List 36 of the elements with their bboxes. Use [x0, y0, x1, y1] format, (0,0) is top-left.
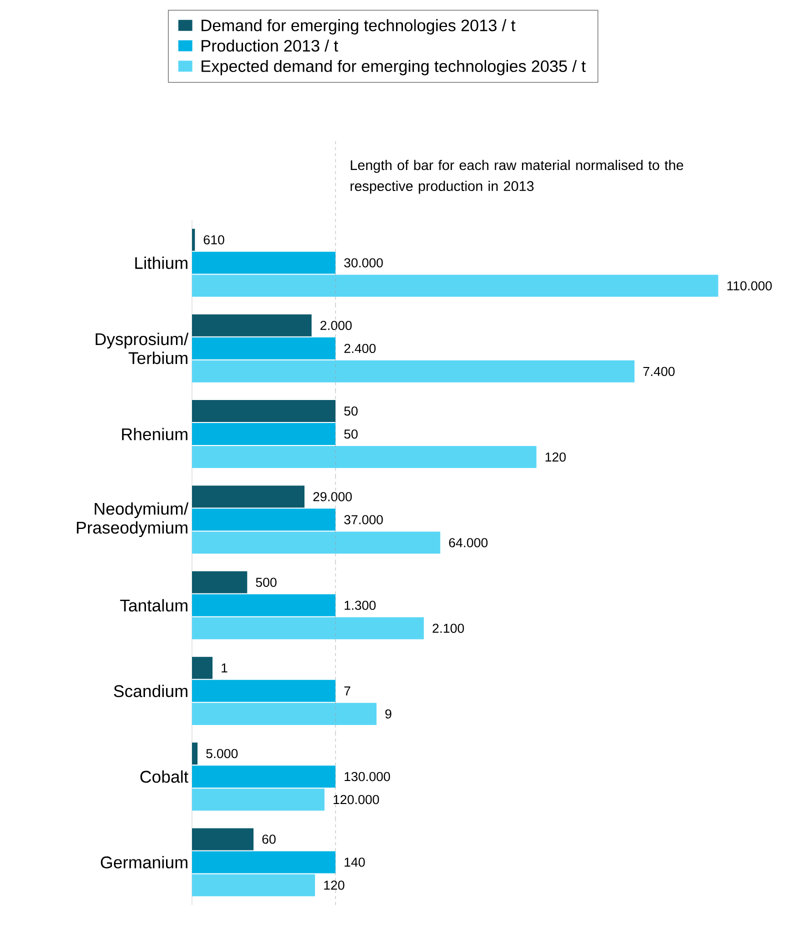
data-label: 1.300 — [344, 600, 376, 610]
data-label: 140 — [344, 858, 365, 867]
data-label: 50 — [344, 429, 358, 439]
data-label: 7 — [344, 686, 350, 696]
y-tick-label: Lithium — [135, 256, 188, 270]
legend-label: Demand for emerging technologies 2013 / t — [202, 19, 516, 34]
data-label: 2.400 — [344, 344, 376, 354]
data-label: 130.000 — [344, 772, 390, 782]
data-label: 7.400 — [643, 366, 675, 376]
data-label: 50 — [344, 406, 358, 416]
data-label: 120 — [324, 880, 344, 890]
y-tick-label: Neodymium/ Praseodymium — [76, 502, 188, 538]
data-label: 120 — [546, 452, 566, 462]
y-tick-label: Dysprosium/ Terbium — [96, 332, 188, 364]
data-label: 29.000 — [313, 492, 352, 502]
data-label: 610 — [204, 235, 224, 244]
data-label: 5.000 — [206, 748, 238, 758]
data-label: 120.000 — [334, 794, 379, 804]
data-label: 60 — [262, 834, 276, 844]
data-label: 500 — [256, 578, 277, 587]
data-label: 110.000 — [727, 281, 772, 290]
data-label: 2.000 — [320, 320, 352, 330]
y-tick-label: Tantalum — [120, 599, 188, 612]
y-tick-label: Cobalt — [140, 770, 188, 783]
data-label: 1 — [222, 663, 228, 672]
y-tick-label: Scandium — [114, 684, 188, 698]
data-label: 30.000 — [344, 258, 383, 268]
ref-line-label: Length of bar for each raw material normalised to the respective production in 2013 — [350, 160, 684, 194]
data-label: 2.100 — [432, 624, 464, 633]
legend-label: Production 2013 / t — [202, 40, 338, 52]
data-label: 37.000 — [344, 515, 383, 524]
data-label: 9 — [385, 709, 392, 719]
data-label: 64.000 — [449, 538, 488, 548]
y-tick-label: Rhenium — [122, 428, 188, 440]
y-tick-label: Germanium — [100, 856, 188, 868]
legend-label: Expected demand for emerging technologies 2035 / t — [202, 60, 586, 76]
